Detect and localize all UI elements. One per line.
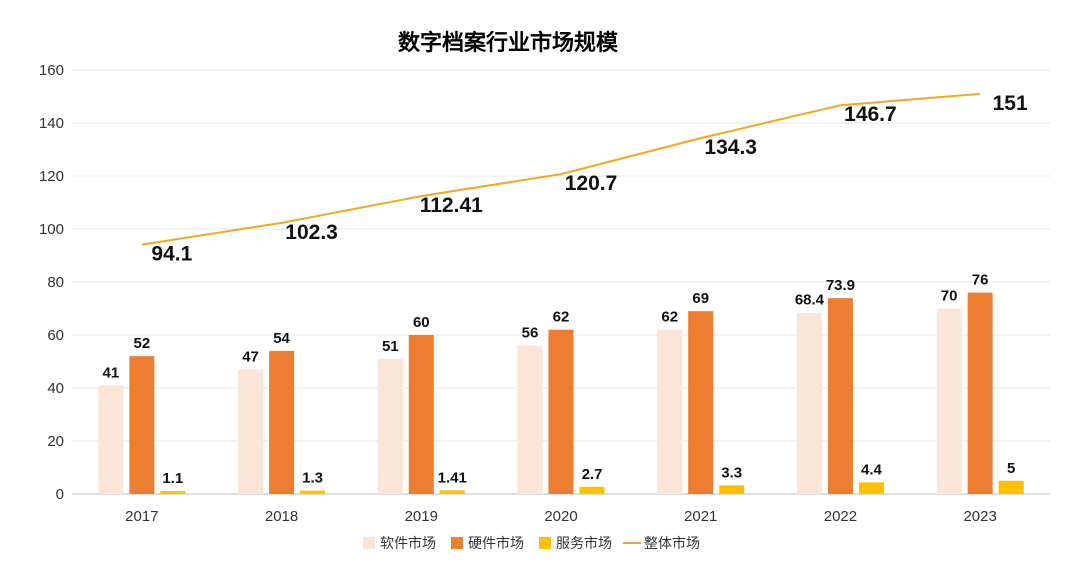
bar-value-label: 62 xyxy=(553,309,570,326)
bar xyxy=(129,356,155,494)
legend-swatch xyxy=(451,537,463,549)
bar xyxy=(967,292,993,494)
bar xyxy=(160,491,186,494)
line-value-label: 102.3 xyxy=(285,221,338,244)
y-tick-label: 100 xyxy=(39,221,64,238)
bar-value-label: 76 xyxy=(972,272,989,289)
bar xyxy=(269,350,295,494)
bar-value-label: 68.4 xyxy=(795,292,825,309)
bar xyxy=(408,335,434,494)
x-tick-label: 2022 xyxy=(824,508,857,525)
y-tick-label: 40 xyxy=(47,380,64,397)
bar-value-label: 60 xyxy=(413,314,430,331)
y-tick-label: 140 xyxy=(39,115,64,132)
line-value-label: 120.7 xyxy=(565,172,618,195)
x-tick-label: 2023 xyxy=(963,508,996,525)
legend-swatch xyxy=(539,537,551,549)
legend-label: 硬件市场 xyxy=(468,535,524,552)
x-tick-label: 2018 xyxy=(265,508,298,525)
bars xyxy=(98,292,1024,494)
chart-title: 数字档案行业市场规模 xyxy=(398,30,619,56)
y-axis: 0 20 40 60 80 100 120 140 160 xyxy=(39,62,64,503)
bar xyxy=(300,490,326,494)
bar-value-label: 3.3 xyxy=(721,464,742,481)
x-tick-label: 2021 xyxy=(684,508,717,525)
y-tick-label: 80 xyxy=(47,274,64,291)
bar xyxy=(827,298,853,494)
legend-swatch xyxy=(363,537,375,549)
line-value-label: 112.41 xyxy=(420,194,483,217)
line-series: 94.1 102.3 112.41 120.7 134.3 146.7 151 xyxy=(141,92,1028,266)
bar xyxy=(858,482,884,494)
bar-value-label: 47 xyxy=(242,348,259,365)
line-value-label: 134.3 xyxy=(704,136,757,159)
y-tick-label: 60 xyxy=(47,327,64,344)
bar-value-label: 5 xyxy=(1007,460,1015,477)
legend-label: 软件市场 xyxy=(380,535,436,552)
bar-value-label: 2.7 xyxy=(582,466,603,483)
grid xyxy=(72,69,1050,495)
bar-value-label: 56 xyxy=(522,325,539,342)
bar-labels: 41 52 1.1 47 54 1.3 51 60 1.41 56 62 2.7 62 69 3.3 68.4… xyxy=(103,272,1016,487)
line-series-path xyxy=(141,92,981,246)
bar xyxy=(719,485,745,494)
bar-value-label: 52 xyxy=(134,335,151,352)
y-tick-label: 160 xyxy=(39,62,64,79)
bar xyxy=(238,369,264,494)
bar-value-label: 51 xyxy=(382,338,399,355)
bar xyxy=(657,329,683,494)
x-tick-label: 2020 xyxy=(544,508,577,525)
bar xyxy=(439,490,465,494)
y-tick-label: 120 xyxy=(39,168,64,185)
legend-label: 服务市场 xyxy=(556,535,612,552)
bar xyxy=(377,358,403,494)
bar-value-label: 62 xyxy=(661,309,678,326)
x-tick-label: 2019 xyxy=(405,508,438,525)
bar-value-label: 41 xyxy=(103,364,120,381)
bar xyxy=(548,329,574,494)
bar xyxy=(517,345,543,494)
bar xyxy=(688,311,714,494)
bar-value-label: 1.41 xyxy=(438,469,467,486)
bar xyxy=(98,385,124,494)
x-axis: 2017 2018 2019 2020 2021 2022 2023 xyxy=(125,508,997,525)
bar-value-label: 69 xyxy=(692,290,709,307)
legend: 软件市场 硬件市场 服务市场 整体市场 xyxy=(363,535,700,552)
bar-value-label: 70 xyxy=(941,288,958,305)
bar-value-label: 54 xyxy=(273,330,290,347)
bar xyxy=(579,486,605,494)
bar xyxy=(796,312,822,494)
bar-value-label: 1.1 xyxy=(162,470,183,487)
legend-label: 整体市场 xyxy=(644,535,700,552)
line-value-label: 94.1 xyxy=(151,243,192,266)
bar-value-label: 73.9 xyxy=(826,277,855,294)
y-tick-label: 0 xyxy=(56,486,64,503)
x-tick-label: 2017 xyxy=(125,508,158,525)
line-value-label: 146.7 xyxy=(844,103,897,126)
bar xyxy=(936,308,962,494)
bar-value-label: 1.3 xyxy=(302,470,323,487)
y-tick-label: 20 xyxy=(47,433,64,450)
bar xyxy=(998,480,1024,494)
bar-value-label: 4.4 xyxy=(861,461,883,478)
line-value-label: 151 xyxy=(993,92,1028,115)
